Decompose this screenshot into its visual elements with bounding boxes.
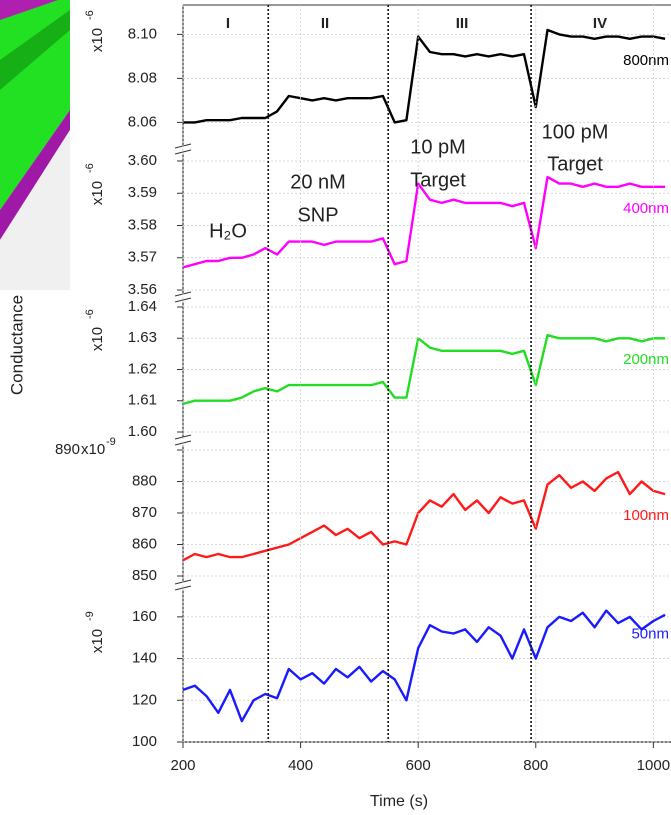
axis-break (174, 149, 192, 155)
y-tick-label: 1.63 (128, 329, 157, 346)
phase-label: IV (593, 15, 607, 32)
data-line (182, 609, 666, 723)
axis-break (174, 585, 192, 591)
device-image (0, 0, 70, 290)
y-tick-label: 3.56 (128, 281, 157, 298)
unit-exponent: -6 (84, 163, 96, 173)
data-line (183, 28, 666, 124)
series-label: 800nm (623, 52, 669, 69)
annotation: Target (547, 153, 603, 175)
y-tick-label: 8.08 (128, 69, 157, 86)
x-tick-label: 600 (406, 757, 431, 774)
y-tick-label: 850 (132, 567, 157, 584)
annotation: H₂O (209, 220, 247, 242)
x-tick-label: 1000 (637, 757, 670, 774)
unit-label: x10 (89, 28, 106, 52)
unit-label: x10 (89, 327, 106, 351)
data-line (182, 175, 666, 269)
unit-label: x10 (81, 441, 105, 458)
y-tick-label: 880 (132, 472, 157, 489)
y-tick-label: 8.06 (128, 113, 157, 130)
x-tick-label: 800 (523, 757, 548, 774)
series-label: 400nm (623, 200, 669, 217)
y-tick-label: 870 (132, 504, 157, 521)
y-tick-label: 1.60 (128, 423, 157, 440)
annotation: SNP (297, 204, 338, 226)
data-line (182, 333, 666, 406)
x-tick-label: 200 (170, 757, 195, 774)
y-tick-label: 3.58 (128, 216, 157, 233)
annotation: Target (410, 169, 466, 191)
axis-break (174, 297, 192, 303)
x-axis-title: Time (s) (370, 793, 428, 810)
y-axis-title: Conductance (7, 295, 26, 395)
unit-exponent: -9 (84, 611, 96, 621)
y-tick-label: 3.59 (128, 184, 157, 201)
y-tick-label: 890 (55, 441, 80, 458)
y-tick-label: 1.61 (128, 392, 157, 409)
data-line (182, 470, 666, 562)
y-tick-label: 3.60 (128, 152, 157, 169)
unit-exponent: -6 (84, 10, 96, 20)
series-label: 100nm (623, 507, 669, 524)
phase-label: III (456, 15, 469, 32)
y-tick-label: 140 (132, 650, 157, 667)
unit-label: x10 (89, 181, 106, 205)
phase-label: I (226, 15, 230, 32)
annotation: 100 pM (542, 121, 609, 143)
y-tick-label: 160 (132, 608, 157, 625)
series-label: 200nm (623, 351, 669, 368)
unit-exponent: -6 (84, 309, 96, 319)
y-tick-label: 100 (132, 733, 157, 750)
annotation: 10 pM (410, 136, 466, 158)
unit-label: x10 (89, 629, 106, 653)
y-tick-label: 1.64 (128, 298, 157, 315)
series-label: 50nm (631, 626, 669, 643)
y-tick-label: 120 (132, 691, 157, 708)
annotation: 20 nM (290, 171, 346, 193)
x-tick-label: 400 (288, 757, 313, 774)
phase-label: II (321, 15, 329, 32)
y-tick-label: 1.62 (128, 360, 157, 377)
y-tick-label: 3.57 (128, 249, 157, 266)
y-tick-label: 860 (132, 535, 157, 552)
y-tick-label: 8.10 (128, 25, 157, 42)
unit-exponent: -9 (106, 436, 116, 448)
